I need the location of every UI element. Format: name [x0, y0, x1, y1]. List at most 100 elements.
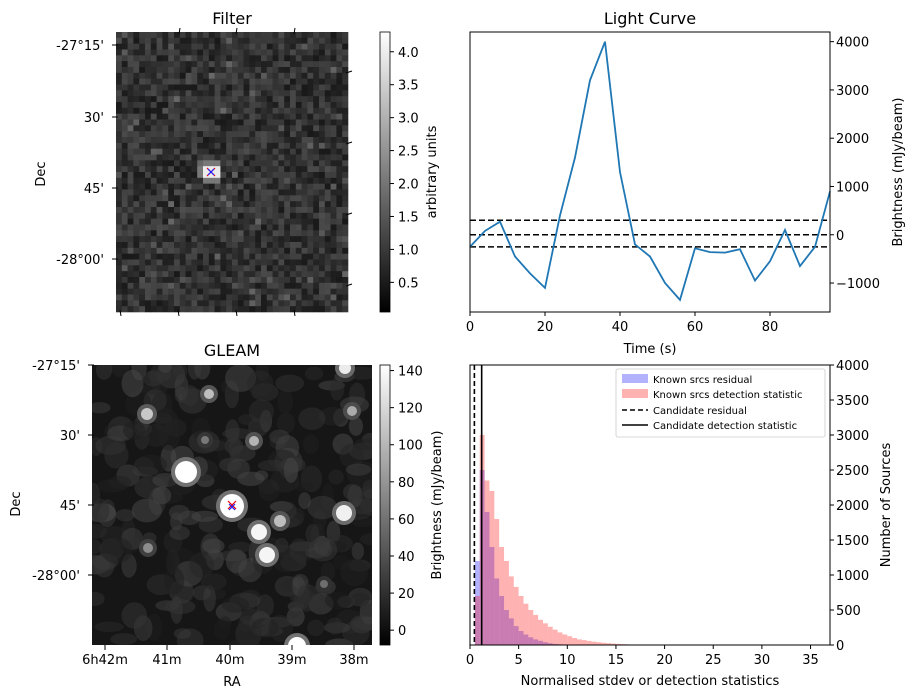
gleam-noise-blob	[350, 593, 370, 607]
filter-panel: Filter -27°15' 30' 45' -28°00' Dec 0.5 1.0 1.…	[34, 9, 440, 317]
filter-ytick-label: 45'	[84, 182, 104, 197]
gleam-noise-blob	[169, 525, 190, 541]
gleam-source	[320, 580, 328, 588]
gleam-noise-blob	[92, 591, 105, 607]
lightcurve-panel: Light Curve 0 20 40 60 80 −1000 0 1000 2000 3000 4…	[466, 9, 906, 357]
lightcurve-ytick-label: 2000	[836, 132, 869, 147]
histogram-bar-residual	[542, 642, 548, 645]
histogram-bar-detection	[533, 614, 539, 645]
gleam-noise-blob	[251, 617, 279, 638]
histogram-bar-detection	[591, 641, 597, 645]
gleam-xtick-label: 38m	[339, 653, 368, 668]
gleam-xtick-label: 41m	[152, 653, 181, 668]
gleam-noise-blob	[187, 365, 202, 380]
legend-box	[615, 368, 826, 438]
histogram-xtick-label: 35	[802, 653, 819, 668]
gleam-noise-blob	[158, 422, 180, 451]
legend-label-residual: Known srcs residual	[653, 375, 752, 386]
histogram-bar-residual	[474, 561, 480, 645]
gleam-noise-blob	[121, 602, 148, 629]
gleam-noise-blob	[151, 391, 173, 418]
gleam-noise-blob	[328, 469, 344, 485]
filter-bottom-tick	[119, 309, 122, 317]
gleam-noise-blob	[135, 454, 168, 476]
filter-right-tick	[345, 212, 353, 216]
lightcurve-ytick-label: 0	[836, 229, 844, 244]
lightcurve-ytick-label: 4000	[836, 36, 869, 51]
gleam-noise-blob	[247, 370, 274, 397]
lightcurve-xtick-label: 80	[762, 320, 779, 335]
histogram-marks	[473, 365, 694, 645]
gleam-colorbar-label: Brightness (mJy/beam)	[430, 431, 445, 580]
gleam-noise-blob	[181, 385, 199, 407]
gleam-xtick-label: 39m	[277, 653, 306, 668]
lightcurve-xtick-label: 40	[612, 320, 629, 335]
histogram-bar-detection	[528, 610, 534, 645]
gleam-noise-blob	[164, 599, 196, 615]
legend-swatch-detection	[622, 389, 648, 398]
histogram-bar-detection	[557, 632, 563, 645]
lightcurve-ytick-label: 3000	[836, 84, 869, 99]
histogram-bar-detection	[499, 547, 505, 645]
histogram-bar-detection	[508, 576, 514, 645]
histogram-ytick-label: 2500	[836, 464, 869, 479]
gleam-title: GLEAM	[204, 341, 260, 360]
histogram-xtick-label: 20	[656, 653, 673, 668]
gleam-noise-blob	[92, 498, 110, 523]
gleam-source	[220, 494, 244, 518]
histogram-bar-residual	[547, 643, 553, 645]
histogram-bar-residual	[538, 640, 543, 645]
lightcurve-xtick-label: 20	[537, 320, 554, 335]
gleam-noise-blob	[307, 495, 338, 520]
gleam-colorbar-tick-label: 40	[398, 550, 415, 565]
filter-colorbar-tick-label: 1.0	[398, 243, 419, 258]
gleam-noise-blob	[288, 606, 301, 619]
filter-colorbar-tick-label: 1.5	[398, 210, 419, 225]
gleam-colorbar-tick-label: 0	[398, 624, 406, 639]
gleam-noise-blob	[92, 523, 107, 539]
gleam-noise-blob	[326, 617, 344, 635]
histogram-bar-detection	[513, 586, 519, 645]
gleam-source	[339, 365, 351, 374]
histogram-bar-detection	[586, 640, 592, 645]
filter-ytick-label: -27°15'	[56, 39, 104, 54]
gleam-noise-blob	[152, 486, 172, 505]
gleam-noise-blob	[256, 594, 274, 618]
gleam-noise-blob	[218, 458, 242, 472]
legend-label-detection: Known srcs detection statistic	[653, 390, 802, 401]
gleam-content	[92, 365, 372, 645]
histogram-bar-detection	[489, 491, 495, 645]
histogram-xtick-label: 10	[559, 653, 576, 668]
gleam-noise-blob	[108, 475, 132, 490]
gleam-colorbar-tick-label: 120	[398, 402, 423, 417]
gleam-noise-blob	[213, 619, 231, 640]
gleam-xticks: 6h42m 41m 40m 39m 38m	[82, 645, 369, 668]
gleam-noise-blob	[307, 619, 325, 637]
gleam-noise-blob	[283, 457, 299, 483]
gleam-noise-blob	[320, 542, 333, 557]
gleam-source	[347, 406, 357, 416]
lightcurve-marks	[469, 41, 831, 302]
filter-colorbar-tick-label: 2.0	[398, 178, 419, 193]
gleam-noise-blob	[248, 399, 274, 424]
histogram-bar-detection	[577, 639, 582, 645]
histogram-bar-detection	[518, 596, 524, 645]
histogram-xtick-label: 5	[515, 653, 523, 668]
gleam-noise-blob	[92, 402, 111, 414]
filter-colorbar-tick-label: 0.5	[398, 276, 419, 291]
histogram-xtick-label: 25	[705, 653, 722, 668]
gleam-noise-blob	[228, 638, 261, 645]
histogram-bar-detection	[581, 640, 587, 645]
histogram-xtick-label: 0	[466, 653, 474, 668]
filter-title: Filter	[212, 9, 252, 28]
gleam-noise-blob	[343, 483, 363, 501]
histogram-bar-residual	[552, 643, 558, 645]
gleam-noise-blob	[94, 621, 124, 632]
filter-image	[116, 27, 353, 317]
gleam-noise-blob	[305, 524, 320, 545]
gleam-noise-blob	[168, 504, 190, 521]
histogram-bar-residual	[499, 596, 505, 645]
filter-marker-blue	[207, 168, 215, 176]
filter-ytick-label: 30'	[84, 111, 104, 126]
gleam-source	[204, 389, 214, 399]
